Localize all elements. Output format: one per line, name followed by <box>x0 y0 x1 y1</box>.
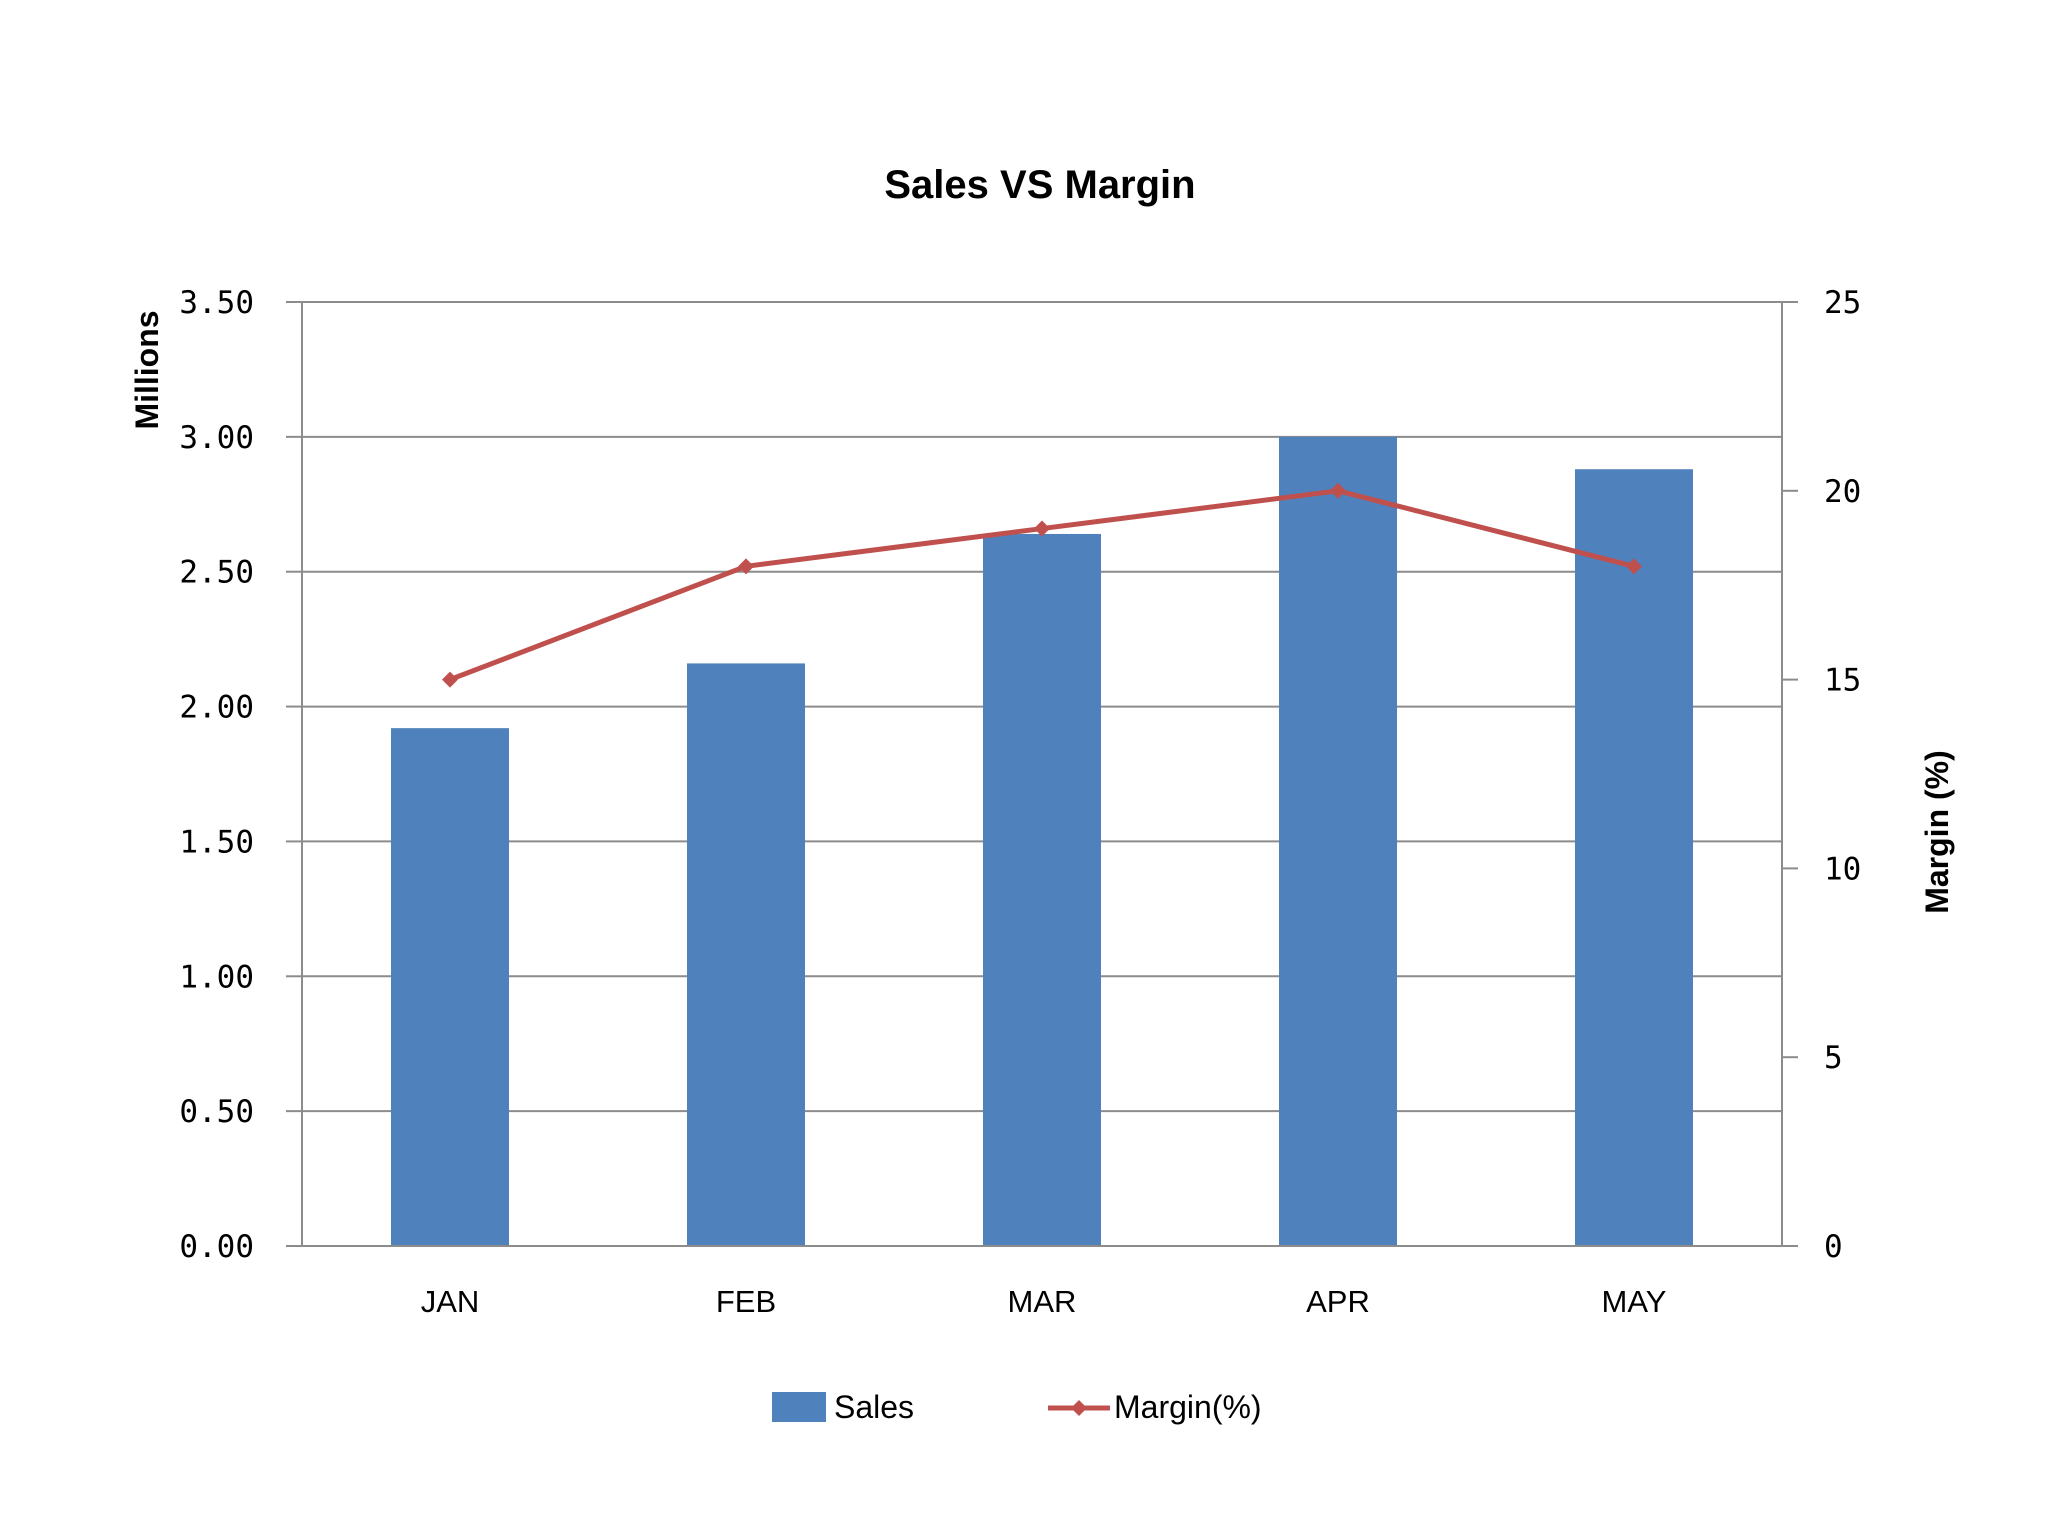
left-tick-label: 3.50 <box>179 285 254 321</box>
x-tick-label: FEB <box>716 1284 776 1319</box>
bar-feb <box>687 663 805 1246</box>
x-tick-label: MAR <box>1008 1284 1077 1319</box>
legend-label-sales: Sales <box>834 1389 914 1425</box>
left-tick-label: 1.50 <box>179 824 254 860</box>
margin-point-mar <box>1034 520 1050 537</box>
legend-swatch-sales <box>772 1392 826 1422</box>
bar-may <box>1575 469 1693 1246</box>
margin-point-apr <box>1330 482 1346 499</box>
x-tick-label: JAN <box>421 1284 480 1319</box>
bar-series <box>391 436 1693 1246</box>
bar-mar <box>983 533 1101 1246</box>
legend-label-margin: Margin(%) <box>1114 1389 1262 1425</box>
left-tick-label: 2.00 <box>179 690 254 726</box>
bar-apr <box>1279 436 1397 1246</box>
right-tick-label: 10 <box>1824 851 1861 887</box>
left-tick-label: 1.00 <box>179 959 254 995</box>
margin-point-jan <box>442 671 458 688</box>
margin-point-feb <box>738 558 754 575</box>
chart-title: Sales VS Margin <box>884 163 1195 207</box>
right-tick-label: 0 <box>1824 1229 1843 1265</box>
right-tick-label: 25 <box>1824 285 1861 321</box>
legend-marker-margin <box>1071 1400 1087 1416</box>
right-tick-label: 15 <box>1824 663 1861 699</box>
right-tick-label: 5 <box>1824 1040 1843 1076</box>
right-tick-label: 20 <box>1824 474 1861 510</box>
x-tick-label: APR <box>1306 1284 1370 1319</box>
margin-point-may <box>1626 558 1642 575</box>
left-tick-label: 3.00 <box>179 420 254 456</box>
left-tick-label: 0.50 <box>179 1094 254 1130</box>
line-series <box>442 482 1642 688</box>
left-axis-title: Millions <box>129 310 165 429</box>
right-axis-title: Margin (%) <box>1919 750 1955 914</box>
x-tick-label: MAY <box>1602 1284 1667 1319</box>
legend: Sales Margin(%) <box>772 1389 1262 1425</box>
left-tick-label: 2.50 <box>179 555 254 591</box>
left-tick-label: 0.00 <box>179 1229 254 1265</box>
bar-jan <box>391 728 509 1246</box>
axes: 0.00 0.50 1.00 1.50 2.00 2.50 3.00 3.50 0 5 10 15 20… <box>179 285 1861 1319</box>
